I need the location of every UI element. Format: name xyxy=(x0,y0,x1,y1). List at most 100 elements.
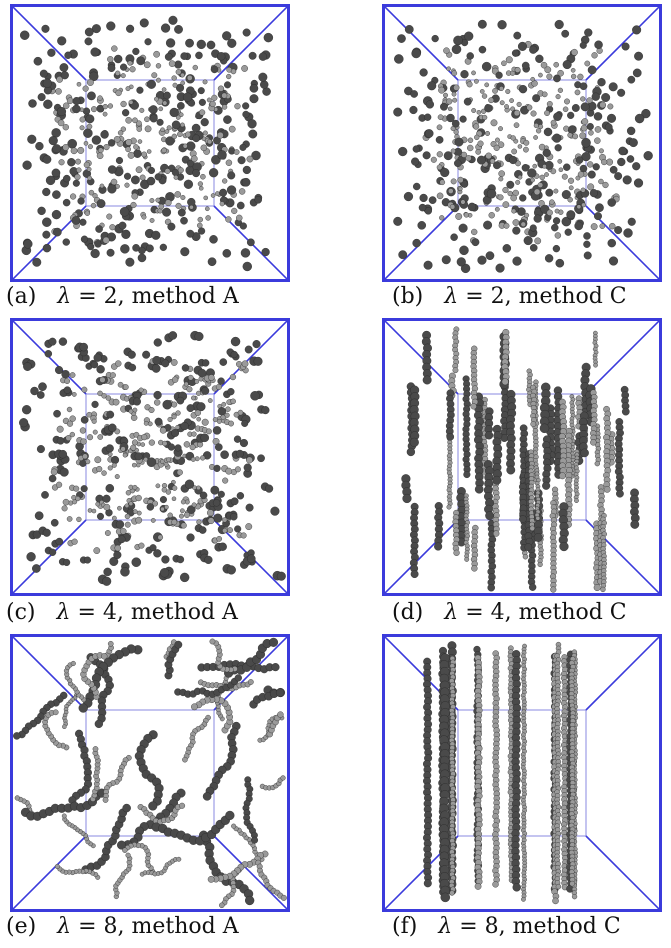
particle xyxy=(56,436,65,445)
particle xyxy=(125,852,131,858)
particle xyxy=(183,441,191,448)
particle xyxy=(196,416,202,422)
particle xyxy=(160,506,165,512)
particle xyxy=(557,159,563,164)
particle xyxy=(485,130,491,136)
particle xyxy=(242,28,251,37)
particle xyxy=(512,256,522,266)
particle xyxy=(552,897,559,905)
particle xyxy=(593,362,598,368)
particle xyxy=(180,216,188,225)
particle xyxy=(521,61,530,70)
particle xyxy=(210,485,220,495)
particle xyxy=(107,103,114,109)
particle xyxy=(93,547,101,554)
particle xyxy=(84,210,91,216)
particle xyxy=(506,180,515,189)
particle xyxy=(44,350,53,358)
particle xyxy=(263,32,274,43)
particle xyxy=(471,228,478,236)
particle xyxy=(38,382,47,392)
particle xyxy=(453,35,463,46)
particle xyxy=(546,101,553,107)
particle xyxy=(126,24,135,33)
particle xyxy=(520,221,526,227)
particle xyxy=(581,118,589,125)
particle xyxy=(220,450,229,459)
particle xyxy=(241,65,248,72)
particle xyxy=(225,159,233,166)
particle xyxy=(524,543,533,551)
particle xyxy=(458,223,468,233)
particle xyxy=(248,129,258,139)
particle xyxy=(258,52,268,61)
particle xyxy=(489,158,496,164)
particle xyxy=(441,255,451,265)
particle xyxy=(162,207,172,217)
particle xyxy=(234,525,242,533)
particle xyxy=(111,462,117,468)
particle xyxy=(166,125,172,131)
particle xyxy=(467,137,474,144)
particle xyxy=(170,359,178,366)
particle xyxy=(409,105,418,115)
particle xyxy=(202,79,208,85)
particle xyxy=(132,407,138,413)
particle xyxy=(577,171,585,178)
particle xyxy=(628,138,638,148)
particle xyxy=(238,188,246,195)
particle xyxy=(222,517,228,523)
particle xyxy=(171,401,178,408)
particle xyxy=(233,435,242,443)
particle xyxy=(471,565,478,572)
particle xyxy=(419,193,428,203)
particle xyxy=(458,186,463,192)
particle xyxy=(586,122,594,131)
particle xyxy=(187,197,196,207)
particle xyxy=(482,114,488,121)
particle xyxy=(216,131,224,139)
particle xyxy=(118,221,127,230)
particle xyxy=(105,395,112,401)
particle xyxy=(453,129,459,135)
particle xyxy=(533,188,541,196)
particle xyxy=(569,880,575,887)
particle xyxy=(171,120,181,130)
particle xyxy=(593,584,601,592)
particle xyxy=(529,224,537,232)
particle xyxy=(132,462,137,468)
particle xyxy=(174,640,183,649)
particle xyxy=(515,179,521,185)
particle xyxy=(623,228,633,238)
particle xyxy=(149,105,158,114)
particle xyxy=(225,467,233,475)
particle xyxy=(532,94,541,103)
particle xyxy=(506,465,516,475)
panel-b-image xyxy=(382,4,662,282)
particle xyxy=(603,486,611,493)
particle xyxy=(71,538,78,545)
particle xyxy=(217,150,227,160)
particle xyxy=(69,372,76,378)
particle xyxy=(550,586,557,593)
particle xyxy=(217,407,227,416)
particle xyxy=(86,123,93,130)
particle xyxy=(192,64,198,71)
particle xyxy=(275,688,285,697)
particle xyxy=(109,372,116,379)
particle xyxy=(106,21,116,31)
particle xyxy=(71,392,77,397)
particle xyxy=(199,491,208,500)
particle xyxy=(510,135,516,141)
particle xyxy=(84,37,93,46)
particle xyxy=(247,119,257,129)
particle xyxy=(117,535,126,544)
particle xyxy=(172,82,178,88)
particle xyxy=(124,503,130,509)
particle xyxy=(587,65,597,75)
particle xyxy=(173,175,179,180)
particle xyxy=(563,163,571,171)
particle xyxy=(200,118,209,127)
particle xyxy=(69,415,76,422)
particle xyxy=(176,555,185,564)
